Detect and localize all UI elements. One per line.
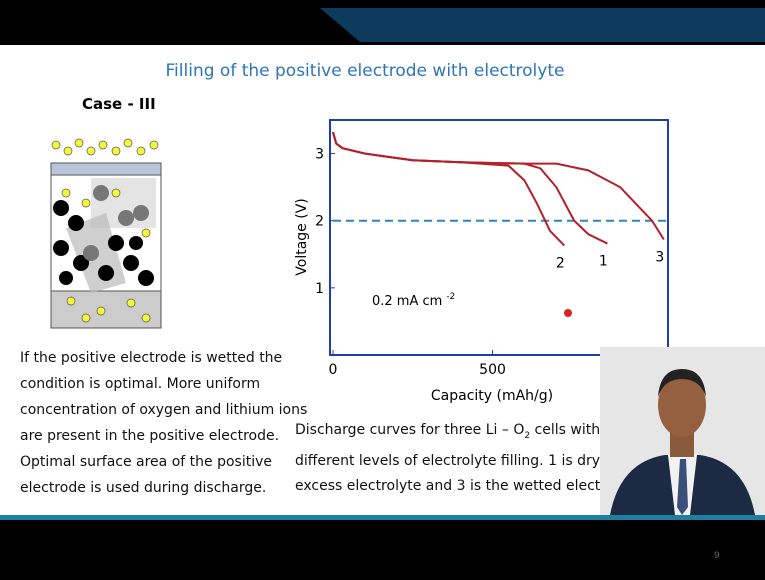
x-tick-label: 500 [479,362,506,378]
x-axis-label: Capacity (mAh/g) [431,388,553,404]
footer-stripe [0,515,765,520]
y-tick-label: 2 [315,214,324,230]
discharge-curve [333,132,564,245]
screen: Filling of the positive electrode with e… [0,0,765,580]
y-tick-label: 3 [315,147,324,163]
discharge-curve [333,132,607,243]
laser-pointer [564,309,572,317]
y-tick-label: 1 [315,281,324,297]
y-axis-label: Voltage (V) [294,198,310,275]
annotation: 0.2 mA cm -2 [372,292,455,309]
page-number: 9 [714,551,720,561]
discharge-curve [333,132,664,239]
curve-label: 3 [655,250,664,266]
annotation-text: 0.2 mA cm [372,294,442,309]
presenter-video [600,347,765,515]
curve-label: 1 [599,254,608,270]
curve-label: 2 [556,256,565,272]
x-tick-label: 0 [329,362,338,378]
annotation-superscript: -2 [446,292,455,302]
